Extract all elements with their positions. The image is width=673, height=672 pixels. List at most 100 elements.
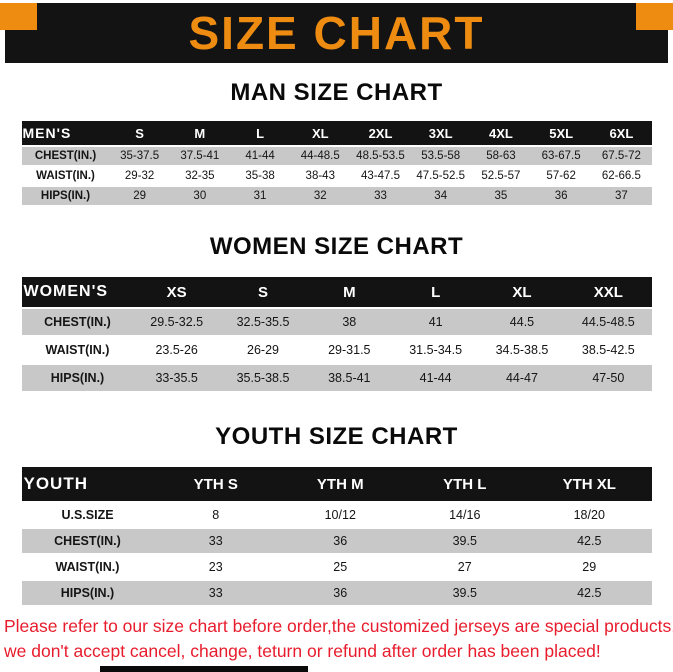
column-header: XL <box>290 121 351 145</box>
size-cell: 48.5-53.5 <box>350 147 411 165</box>
size-cell: 34 <box>410 187 471 205</box>
table-row: WAIST(IN.) 23.5-26 26-29 29-31.5 31.5-34.5 34… <box>22 337 652 363</box>
column-header: YTH M <box>278 467 403 501</box>
size-cell: 32-35 <box>185 170 215 182</box>
size-cell: 27 <box>457 560 472 574</box>
man-table-body: CHEST(IN.) 35-37.5 37.5-41 41-44 44-48.5 48.5… <box>21 147 652 205</box>
row-label: CHEST(IN.) <box>21 529 154 553</box>
table-row: HIPS(IN.) 33-35.5 35.5-38.5 38.5-41 41-44 44-… <box>21 365 652 391</box>
size-cell: 38 <box>306 309 393 335</box>
row-label: HIPS(IN.) <box>21 187 110 205</box>
row-label: U.S.SIZE <box>61 508 114 522</box>
size-cell: 63-67.5 <box>531 147 592 165</box>
row-label: WAIST(IN.) <box>45 343 110 357</box>
size-cell: 53.5-58 <box>410 147 471 165</box>
size-cell: 38.5-41 <box>306 365 393 391</box>
size-cell: 42.5 <box>527 581 652 605</box>
size-cell: 41-44 <box>392 365 479 391</box>
size-cell: 29.5-32.5 <box>133 309 220 335</box>
table-row: CHEST(IN.) 35-37.5 37.5-41 41-44 44-48.5 48.5… <box>21 147 652 165</box>
size-cell: 29 <box>109 187 170 205</box>
size-cell: 34.5-38.5 <box>495 343 549 357</box>
women-table-header-row: WOMEN'S XS S M L XL XXL <box>21 277 652 307</box>
size-cell: 62-66.5 <box>601 170 641 182</box>
size-cell: 31 <box>229 187 291 205</box>
size-cell: 57-62 <box>546 170 576 182</box>
row-label: WAIST(IN.) <box>55 560 120 574</box>
column-header: WOMEN'S <box>21 277 134 307</box>
size-cell: 47.5-52.5 <box>416 170 465 182</box>
size-cell: 31.5-34.5 <box>409 343 463 357</box>
column-header: XL <box>478 277 566 307</box>
column-header: L <box>392 277 479 307</box>
column-header: YOUTH <box>21 467 154 501</box>
size-cell: 39.5 <box>402 581 527 605</box>
size-cell: 38-43 <box>305 170 335 182</box>
size-cell: 35-37.5 <box>109 147 170 165</box>
footer-notice: Please refer to our size chart before or… <box>4 614 673 664</box>
column-header: 2XL <box>350 121 411 145</box>
man-size-table: MEN'S S M L XL 2XL 3XL 4XL 5XL 6XL CHEST(IN.) 35-3… <box>21 119 652 207</box>
bottom-banner-fragment <box>100 666 308 672</box>
row-label: HIPS(IN.) <box>21 365 134 391</box>
size-cell: 47-50 <box>565 365 652 391</box>
size-cell: 23.5-26 <box>155 343 198 357</box>
size-cell: 44.5 <box>478 309 566 335</box>
size-cell: 41-44 <box>229 147 291 165</box>
size-cell: 36 <box>278 581 403 605</box>
man-section-heading: MAN SIZE CHART <box>230 79 443 106</box>
size-cell: 33 <box>153 529 278 553</box>
women-size-table: WOMEN'S XS S M L XL XXL CHEST(IN.) 29.5-32.5 32.… <box>21 275 652 393</box>
column-header: YTH L <box>402 467 527 501</box>
size-cell: 67.5-72 <box>591 147 652 165</box>
size-cell: 26-29 <box>247 343 279 357</box>
column-header: 3XL <box>410 121 471 145</box>
women-table-body: CHEST(IN.) 29.5-32.5 32.5-35.5 38 41 44.5 44.5… <box>21 309 652 391</box>
size-cell: 33 <box>350 187 411 205</box>
women-section-heading: WOMEN SIZE CHART <box>209 233 464 260</box>
size-cell: 44-47 <box>478 365 566 391</box>
size-cell: 58-63 <box>470 147 532 165</box>
column-header: 6XL <box>591 121 652 145</box>
column-header: L <box>229 121 291 145</box>
size-cell: 25 <box>333 560 348 574</box>
size-cell: 29 <box>582 560 597 574</box>
size-cell: 44-48.5 <box>290 147 351 165</box>
size-chart-banner: SIZE CHART <box>5 3 668 63</box>
row-label: WAIST(IN.) <box>36 170 95 182</box>
youth-size-table: YOUTH YTH S YTH M YTH L YTH XL U.S.SIZE 8 10/1… <box>21 465 652 607</box>
size-cell: 36 <box>278 529 403 553</box>
size-cell: 30 <box>169 187 230 205</box>
row-label: CHEST(IN.) <box>21 309 134 335</box>
size-cell: 8 <box>212 508 220 522</box>
size-cell: 35.5-38.5 <box>219 365 307 391</box>
column-header: S <box>109 121 170 145</box>
youth-table-header-row: YOUTH YTH S YTH M YTH L YTH XL <box>21 467 652 501</box>
size-cell: 29-32 <box>124 170 155 182</box>
table-row: WAIST(IN.) 29-32 32-35 35-38 38-43 43-47.5 47.… <box>22 167 652 185</box>
size-cell: 35-38 <box>245 170 275 182</box>
size-cell: 10/12 <box>324 508 356 522</box>
column-header: YTH S <box>153 467 278 501</box>
size-cell: 37.5-41 <box>169 147 230 165</box>
column-header: XXL <box>565 277 652 307</box>
banner-title: SIZE CHART <box>188 7 485 59</box>
corner-accent-right <box>636 3 673 30</box>
column-header: M <box>306 277 393 307</box>
column-header: MEN'S <box>21 121 110 145</box>
column-header: 4XL <box>470 121 532 145</box>
size-cell: 32.5-35.5 <box>219 309 307 335</box>
size-cell: 41 <box>392 309 479 335</box>
size-cell: 33-35.5 <box>133 365 220 391</box>
column-header: YTH XL <box>527 467 652 501</box>
table-row: CHEST(IN.) 29.5-32.5 32.5-35.5 38 41 44.5 44.5… <box>21 309 652 335</box>
size-cell: 39.5 <box>402 529 527 553</box>
youth-table-body: U.S.SIZE 8 10/12 14/16 18/20 CHEST(IN.) 33 36 39… <box>21 503 652 605</box>
corner-accent-left <box>0 3 37 30</box>
size-cell: 33 <box>153 581 278 605</box>
size-cell: 23 <box>208 560 223 574</box>
size-cell: 29-31.5 <box>328 343 371 357</box>
column-header: S <box>219 277 307 307</box>
size-cell: 52.5-57 <box>481 170 521 182</box>
size-cell: 18/20 <box>573 508 605 522</box>
